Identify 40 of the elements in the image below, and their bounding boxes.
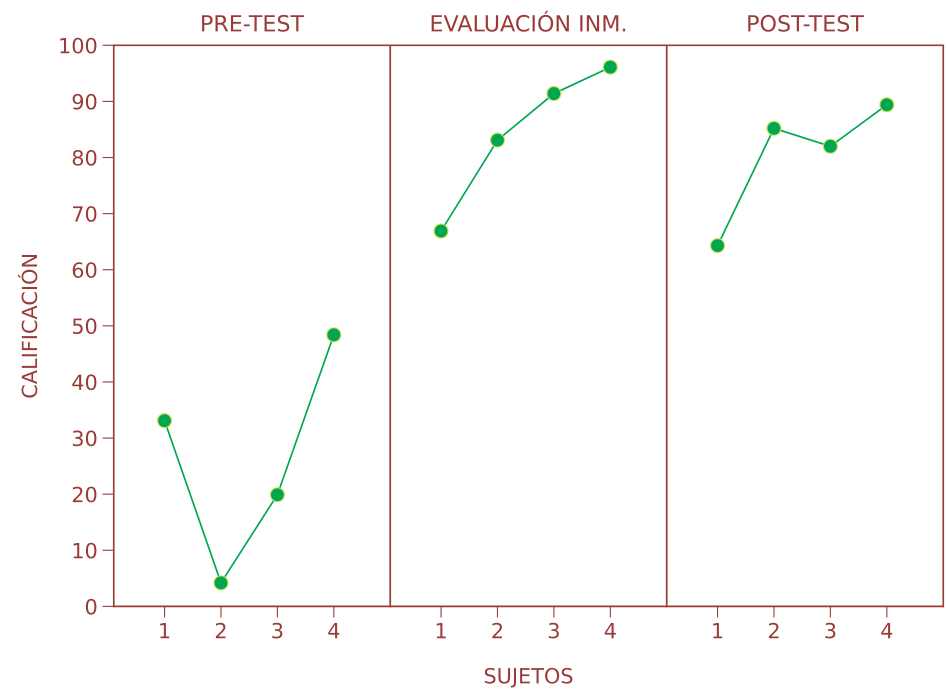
x-tick-label: 2 xyxy=(768,622,779,638)
y-tick-label: 100 xyxy=(60,38,96,54)
point xyxy=(710,238,726,254)
point xyxy=(490,132,505,148)
x-tick-label: 3 xyxy=(825,622,836,638)
chart-title: PRE-TEST xyxy=(202,14,304,32)
point xyxy=(546,86,562,102)
y-tick-label: 30 xyxy=(72,430,96,446)
y-tick-label: 40 xyxy=(72,374,96,390)
y-tick-label: 80 xyxy=(72,150,96,166)
point xyxy=(326,327,342,342)
point xyxy=(434,224,449,239)
y-tick-label: 0 xyxy=(86,598,96,615)
x-tick-label: 3 xyxy=(272,622,282,638)
y-tick-label: 10 xyxy=(74,542,96,558)
point xyxy=(213,575,228,590)
x-tick-label: 2 xyxy=(492,622,502,638)
chart-title: EVALUACIÓN INM. xyxy=(432,10,626,32)
x-tick-label: 1 xyxy=(160,623,170,638)
y-tick-label: 90 xyxy=(72,94,96,110)
point xyxy=(602,60,618,75)
x-tick-label: 1 xyxy=(713,623,722,638)
y-tick-label: 70 xyxy=(72,206,96,222)
point xyxy=(157,413,172,428)
y-axis-title: CALIFICACIÓN xyxy=(18,255,38,398)
y-tick-label: 20 xyxy=(72,486,96,502)
point xyxy=(879,97,894,112)
point xyxy=(822,138,838,154)
x-tick-label: 4 xyxy=(604,623,616,638)
point xyxy=(270,487,285,502)
y-tick-label: 60 xyxy=(72,262,96,278)
x-tick-label: 4 xyxy=(328,623,340,638)
x-tick-label: 2 xyxy=(216,622,226,638)
x-axis-title: SUJETOS xyxy=(484,668,572,688)
y-tick-label: 50 xyxy=(72,318,96,334)
chart-title: POST-TEST xyxy=(748,14,864,32)
x-tick-label: 4 xyxy=(881,623,892,638)
x-tick-label: 3 xyxy=(548,622,559,638)
x-tick-label: 1 xyxy=(436,623,446,638)
point xyxy=(766,120,782,136)
